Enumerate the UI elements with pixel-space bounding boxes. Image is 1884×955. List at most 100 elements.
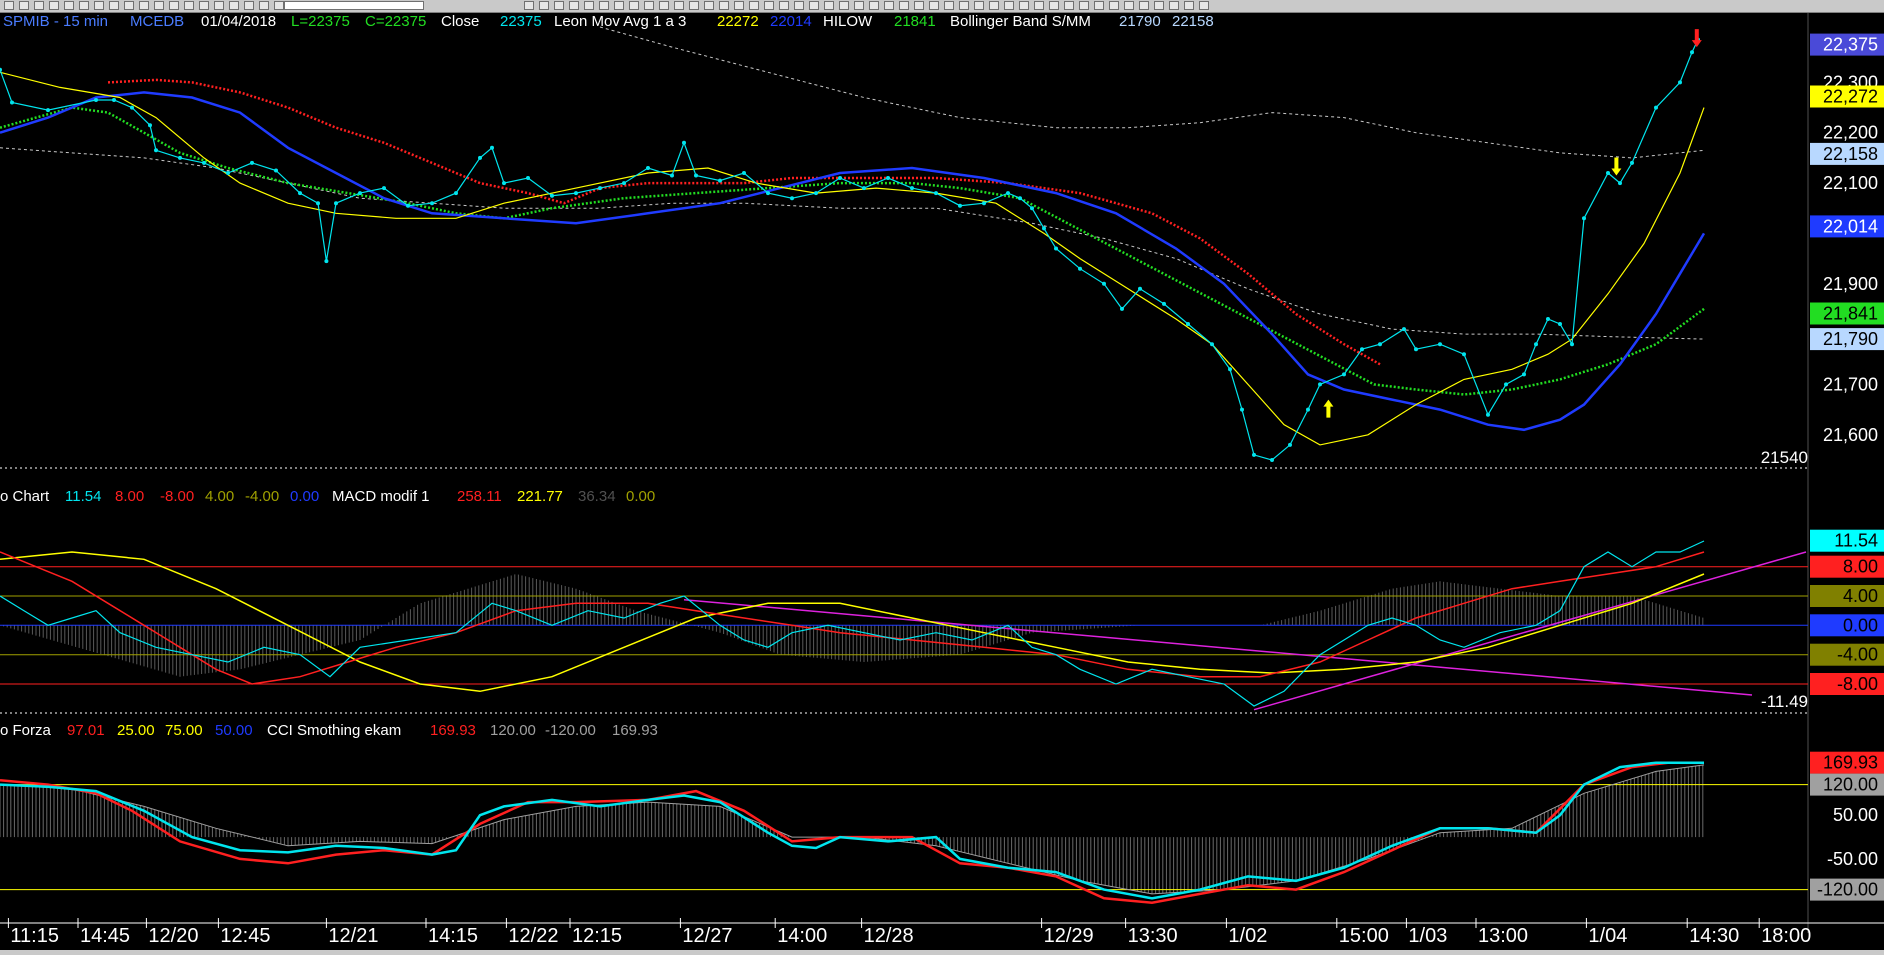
close-price-point [130,105,134,110]
toolbar-button[interactable] [1109,1,1119,10]
price-axis-tick: 21,900 [1823,274,1878,294]
toolbar-button[interactable] [539,1,549,10]
toolbar-button[interactable] [229,1,239,10]
price-marker: 22,158 [1810,142,1884,165]
toolbar-button[interactable] [4,1,14,10]
cci-c4: 169.93 [612,722,658,739]
toolbar-button[interactable] [824,1,834,10]
close-price-point [1306,407,1310,412]
toolbar-button[interactable] [554,1,564,10]
close-price-point [1162,301,1166,306]
header-ma-value-1: 22272 [717,13,759,30]
toolbar-button[interactable] [64,1,74,10]
close-price-point [1240,407,1244,412]
toolbar-button[interactable] [1139,1,1149,10]
close-price-point [574,191,578,196]
cci-axis-label: 120.00 [1810,773,1884,796]
toolbar-button[interactable] [719,1,729,10]
toolbar-selector[interactable] [284,1,424,10]
toolbar-button[interactable] [34,1,44,10]
toolbar-button[interactable] [569,1,579,10]
toolbar-button[interactable] [1034,1,1044,10]
toolbar-button[interactable] [914,1,924,10]
toolbar-button[interactable] [614,1,624,10]
price-marker: 21,790 [1810,328,1884,351]
close-price-point [682,140,686,145]
toolbar-button[interactable] [139,1,149,10]
toolbar-button[interactable] [1049,1,1059,10]
x-axis-label: 14:30 [1689,925,1739,947]
macd-label: MACD modif 1 [332,488,430,505]
toolbar-button[interactable] [244,1,254,10]
toolbar-button[interactable] [584,1,594,10]
toolbar-button[interactable] [1019,1,1029,10]
header-date: 01/04/2018 [201,13,276,30]
toolbar-button[interactable] [944,1,954,10]
toolbar-button[interactable] [599,1,609,10]
toolbar-button[interactable] [659,1,669,10]
toolbar-button[interactable] [214,1,224,10]
toolbar-button[interactable] [154,1,164,10]
toolbar-button[interactable] [734,1,744,10]
signal-arrow-icon [1611,157,1622,176]
osc-axis-label-bg [1810,585,1884,607]
toolbar-button[interactable] [169,1,179,10]
close-price-point [1690,50,1694,55]
price-marker-bg [1810,142,1884,165]
toolbar-button[interactable] [1184,1,1194,10]
toolbar-button[interactable] [629,1,639,10]
toolbar-button[interactable] [764,1,774,10]
toolbar-button[interactable] [274,1,284,10]
toolbar-button[interactable] [809,1,819,10]
toolbar-button[interactable] [1199,1,1209,10]
toolbar-button[interactable] [1004,1,1014,10]
toolbar-button[interactable] [929,1,939,10]
close-price-point [1606,171,1610,175]
toolbar-button[interactable] [19,1,29,10]
close-price-point [910,186,914,191]
toolbar-button[interactable] [1169,1,1179,10]
toolbar-button[interactable] [644,1,654,10]
close-price-point [814,191,818,196]
toolbar-button[interactable] [1154,1,1164,10]
toolbar-button[interactable] [524,1,534,10]
toolbar-button[interactable] [974,1,984,10]
close-price-point [742,171,746,175]
x-axis-label: 18:00 [1761,925,1811,947]
x-axis-label: 12:15 [572,925,622,947]
toolbar-button[interactable] [1094,1,1104,10]
toolbar-button[interactable] [839,1,849,10]
toolbar-button[interactable] [749,1,759,10]
toolbar-button[interactable] [989,1,999,10]
toolbar-button[interactable] [199,1,209,10]
toolbar-button[interactable] [869,1,879,10]
osc-axis-label: 4.00 [1810,585,1884,607]
x-axis-label: 12/27 [682,925,732,947]
toolbar-button[interactable] [109,1,119,10]
toolbar-button[interactable] [259,1,269,10]
toolbar-button[interactable] [779,1,789,10]
toolbar-button[interactable] [959,1,969,10]
toolbar-button[interactable] [689,1,699,10]
toolbar-button[interactable] [704,1,714,10]
toolbar-button[interactable] [884,1,894,10]
cci-axis-label: -50.00 [1827,849,1878,869]
close-price-point [154,148,158,153]
toolbar-button[interactable] [674,1,684,10]
toolbar-button[interactable] [854,1,864,10]
toolbar-button[interactable] [1079,1,1089,10]
toolbar-button[interactable] [184,1,194,10]
toolbar-button[interactable] [1064,1,1074,10]
toolbar-button[interactable] [899,1,909,10]
toolbar-button[interactable] [1124,1,1134,10]
toolbar-button[interactable] [124,1,134,10]
toolbar-button[interactable] [49,1,59,10]
x-axis-label: 12/20 [148,925,198,947]
close-price-point [1006,191,1010,196]
toolbar-button[interactable] [79,1,89,10]
toolbar-button[interactable] [94,1,104,10]
toolbar-button[interactable] [794,1,804,10]
close-price-point [226,171,230,175]
close-price-point [526,176,530,180]
close-price-point [550,193,554,198]
